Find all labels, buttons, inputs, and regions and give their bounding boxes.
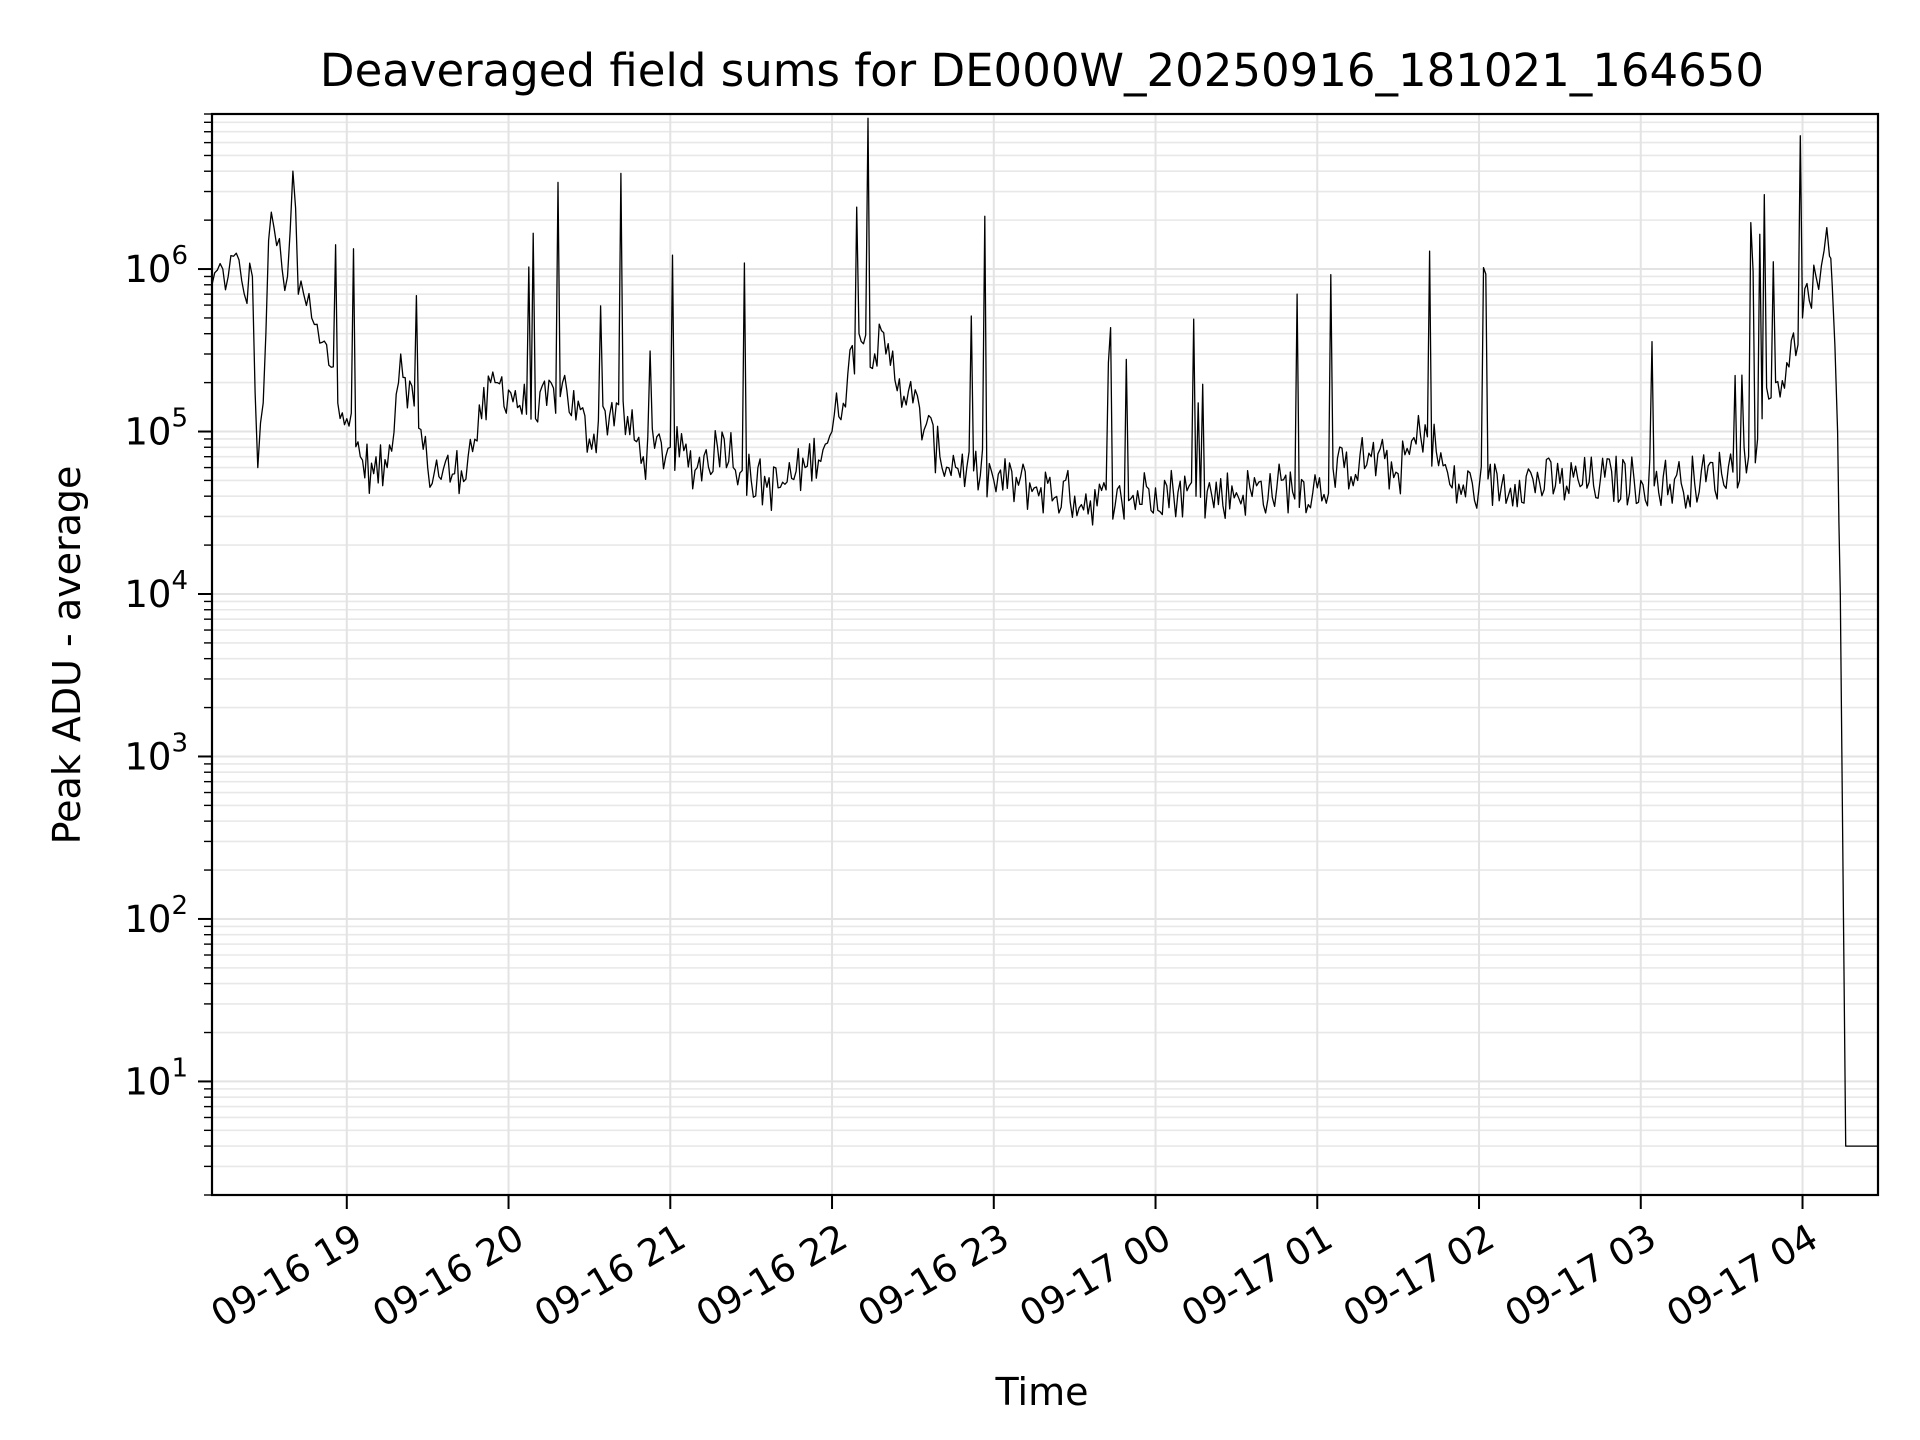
y-tick-exponent: 2	[171, 891, 188, 921]
y-tick-label: 102	[124, 891, 188, 941]
y-tick-exponent: 1	[171, 1053, 188, 1083]
y-tick-base: 10	[124, 898, 171, 941]
series-layer	[211, 117, 1878, 1147]
y-tick-label: 105	[124, 404, 188, 454]
y-tick-base: 10	[124, 1060, 171, 1103]
y-tick-base: 10	[124, 735, 171, 778]
y-tick-exponent: 4	[171, 566, 188, 596]
y-tick-label: 103	[124, 728, 188, 778]
x-axis-label: Time	[995, 1370, 1089, 1414]
y-tick-base: 10	[124, 248, 171, 291]
axis-ticks	[198, 113, 1804, 1209]
y-tick-base: 10	[124, 573, 171, 616]
chart-title: Deaveraged field sums for DE000W_2025091…	[320, 44, 1764, 97]
y-tick-label: 106	[124, 241, 188, 291]
y-tick-exponent: 6	[171, 241, 188, 271]
y-tick-exponent: 5	[171, 404, 188, 434]
y-axis-label: Peak ADU - average	[45, 466, 89, 845]
y-tick-label: 104	[124, 566, 188, 616]
y-tick-label: 101	[124, 1053, 188, 1103]
plot-frame	[210, 112, 1880, 1197]
series-line	[211, 117, 1878, 1147]
y-tick-base: 10	[124, 411, 171, 454]
y-tick-exponent: 3	[171, 728, 188, 758]
